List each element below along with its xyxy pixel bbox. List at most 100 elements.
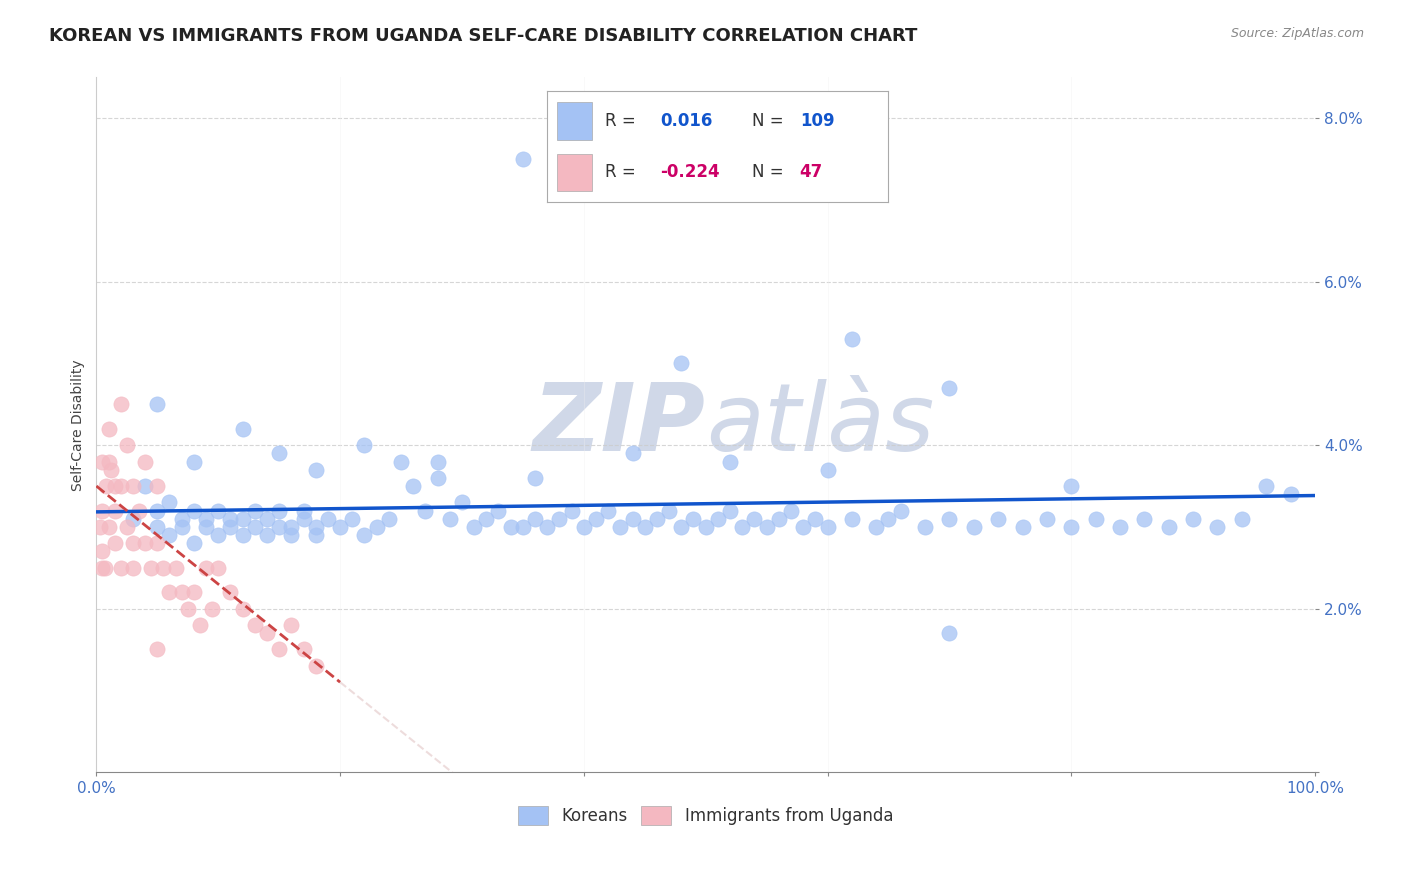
- Point: [1256, 479, 1278, 493]
- Point: [524, 512, 547, 526]
- Point: [195, 520, 218, 534]
- Point: [91, 454, 114, 468]
- Point: [536, 520, 558, 534]
- Point: [488, 503, 510, 517]
- Point: [305, 658, 328, 673]
- Point: [110, 397, 132, 411]
- Point: [572, 520, 595, 534]
- Point: [207, 528, 229, 542]
- Point: [512, 520, 534, 534]
- Point: [110, 479, 132, 493]
- Point: [451, 495, 474, 509]
- Point: [634, 520, 657, 534]
- Point: [97, 422, 120, 436]
- Point: [841, 332, 863, 346]
- Point: [1279, 487, 1302, 501]
- Point: [1157, 520, 1180, 534]
- Point: [389, 454, 412, 468]
- Point: [115, 438, 138, 452]
- Point: [104, 479, 127, 493]
- Point: [104, 536, 127, 550]
- Point: [195, 560, 218, 574]
- Point: [195, 512, 218, 526]
- Point: [177, 601, 200, 615]
- Point: [159, 495, 181, 509]
- Point: [366, 520, 388, 534]
- Point: [97, 454, 120, 468]
- Point: [232, 528, 254, 542]
- Point: [987, 512, 1010, 526]
- Point: [426, 471, 449, 485]
- Point: [353, 528, 375, 542]
- Point: [402, 479, 425, 493]
- Point: [280, 528, 302, 542]
- Point: [243, 618, 266, 632]
- Point: [561, 503, 583, 517]
- Point: [94, 560, 117, 574]
- Point: [232, 512, 254, 526]
- Point: [938, 381, 960, 395]
- Point: [342, 512, 364, 526]
- Point: [280, 618, 302, 632]
- Point: [201, 601, 224, 615]
- Point: [159, 585, 181, 599]
- Point: [731, 520, 754, 534]
- Point: [170, 512, 193, 526]
- Point: [1230, 512, 1253, 526]
- Point: [1109, 520, 1132, 534]
- Point: [695, 520, 717, 534]
- Point: [146, 520, 169, 534]
- Point: [378, 512, 401, 526]
- Point: [280, 520, 302, 534]
- Point: [316, 512, 339, 526]
- Point: [269, 642, 291, 657]
- Point: [128, 503, 150, 517]
- Point: [658, 503, 681, 517]
- Point: [609, 520, 631, 534]
- Point: [256, 528, 278, 542]
- Point: [292, 503, 315, 517]
- Point: [329, 520, 352, 534]
- Point: [817, 463, 839, 477]
- Point: [170, 520, 193, 534]
- Point: [97, 520, 120, 534]
- Point: [585, 512, 607, 526]
- Point: [415, 503, 437, 517]
- Point: [792, 520, 814, 534]
- Point: [104, 503, 127, 517]
- Point: [938, 626, 960, 640]
- Y-axis label: Self-Care Disability: Self-Care Disability: [72, 359, 86, 491]
- Point: [232, 422, 254, 436]
- Point: [718, 454, 741, 468]
- Point: [1133, 512, 1156, 526]
- Point: [780, 503, 803, 517]
- Point: [475, 512, 498, 526]
- Point: [146, 397, 169, 411]
- Point: [877, 512, 900, 526]
- Point: [1182, 512, 1205, 526]
- Point: [305, 463, 328, 477]
- Point: [671, 520, 693, 534]
- Point: [170, 585, 193, 599]
- Point: [718, 503, 741, 517]
- Point: [219, 512, 242, 526]
- Point: [207, 503, 229, 517]
- Point: [353, 438, 375, 452]
- Point: [146, 536, 169, 550]
- Point: [122, 512, 145, 526]
- Point: [439, 512, 461, 526]
- Point: [256, 512, 278, 526]
- Legend: Koreans, Immigrants from Uganda: Koreans, Immigrants from Uganda: [510, 797, 901, 833]
- Point: [292, 512, 315, 526]
- Point: [755, 520, 778, 534]
- Point: [232, 601, 254, 615]
- Point: [671, 356, 693, 370]
- Point: [645, 512, 668, 526]
- Point: [524, 471, 547, 485]
- Point: [243, 503, 266, 517]
- Point: [1011, 520, 1033, 534]
- Point: [1084, 512, 1107, 526]
- Point: [1036, 512, 1059, 526]
- Point: [159, 528, 181, 542]
- Point: [146, 503, 169, 517]
